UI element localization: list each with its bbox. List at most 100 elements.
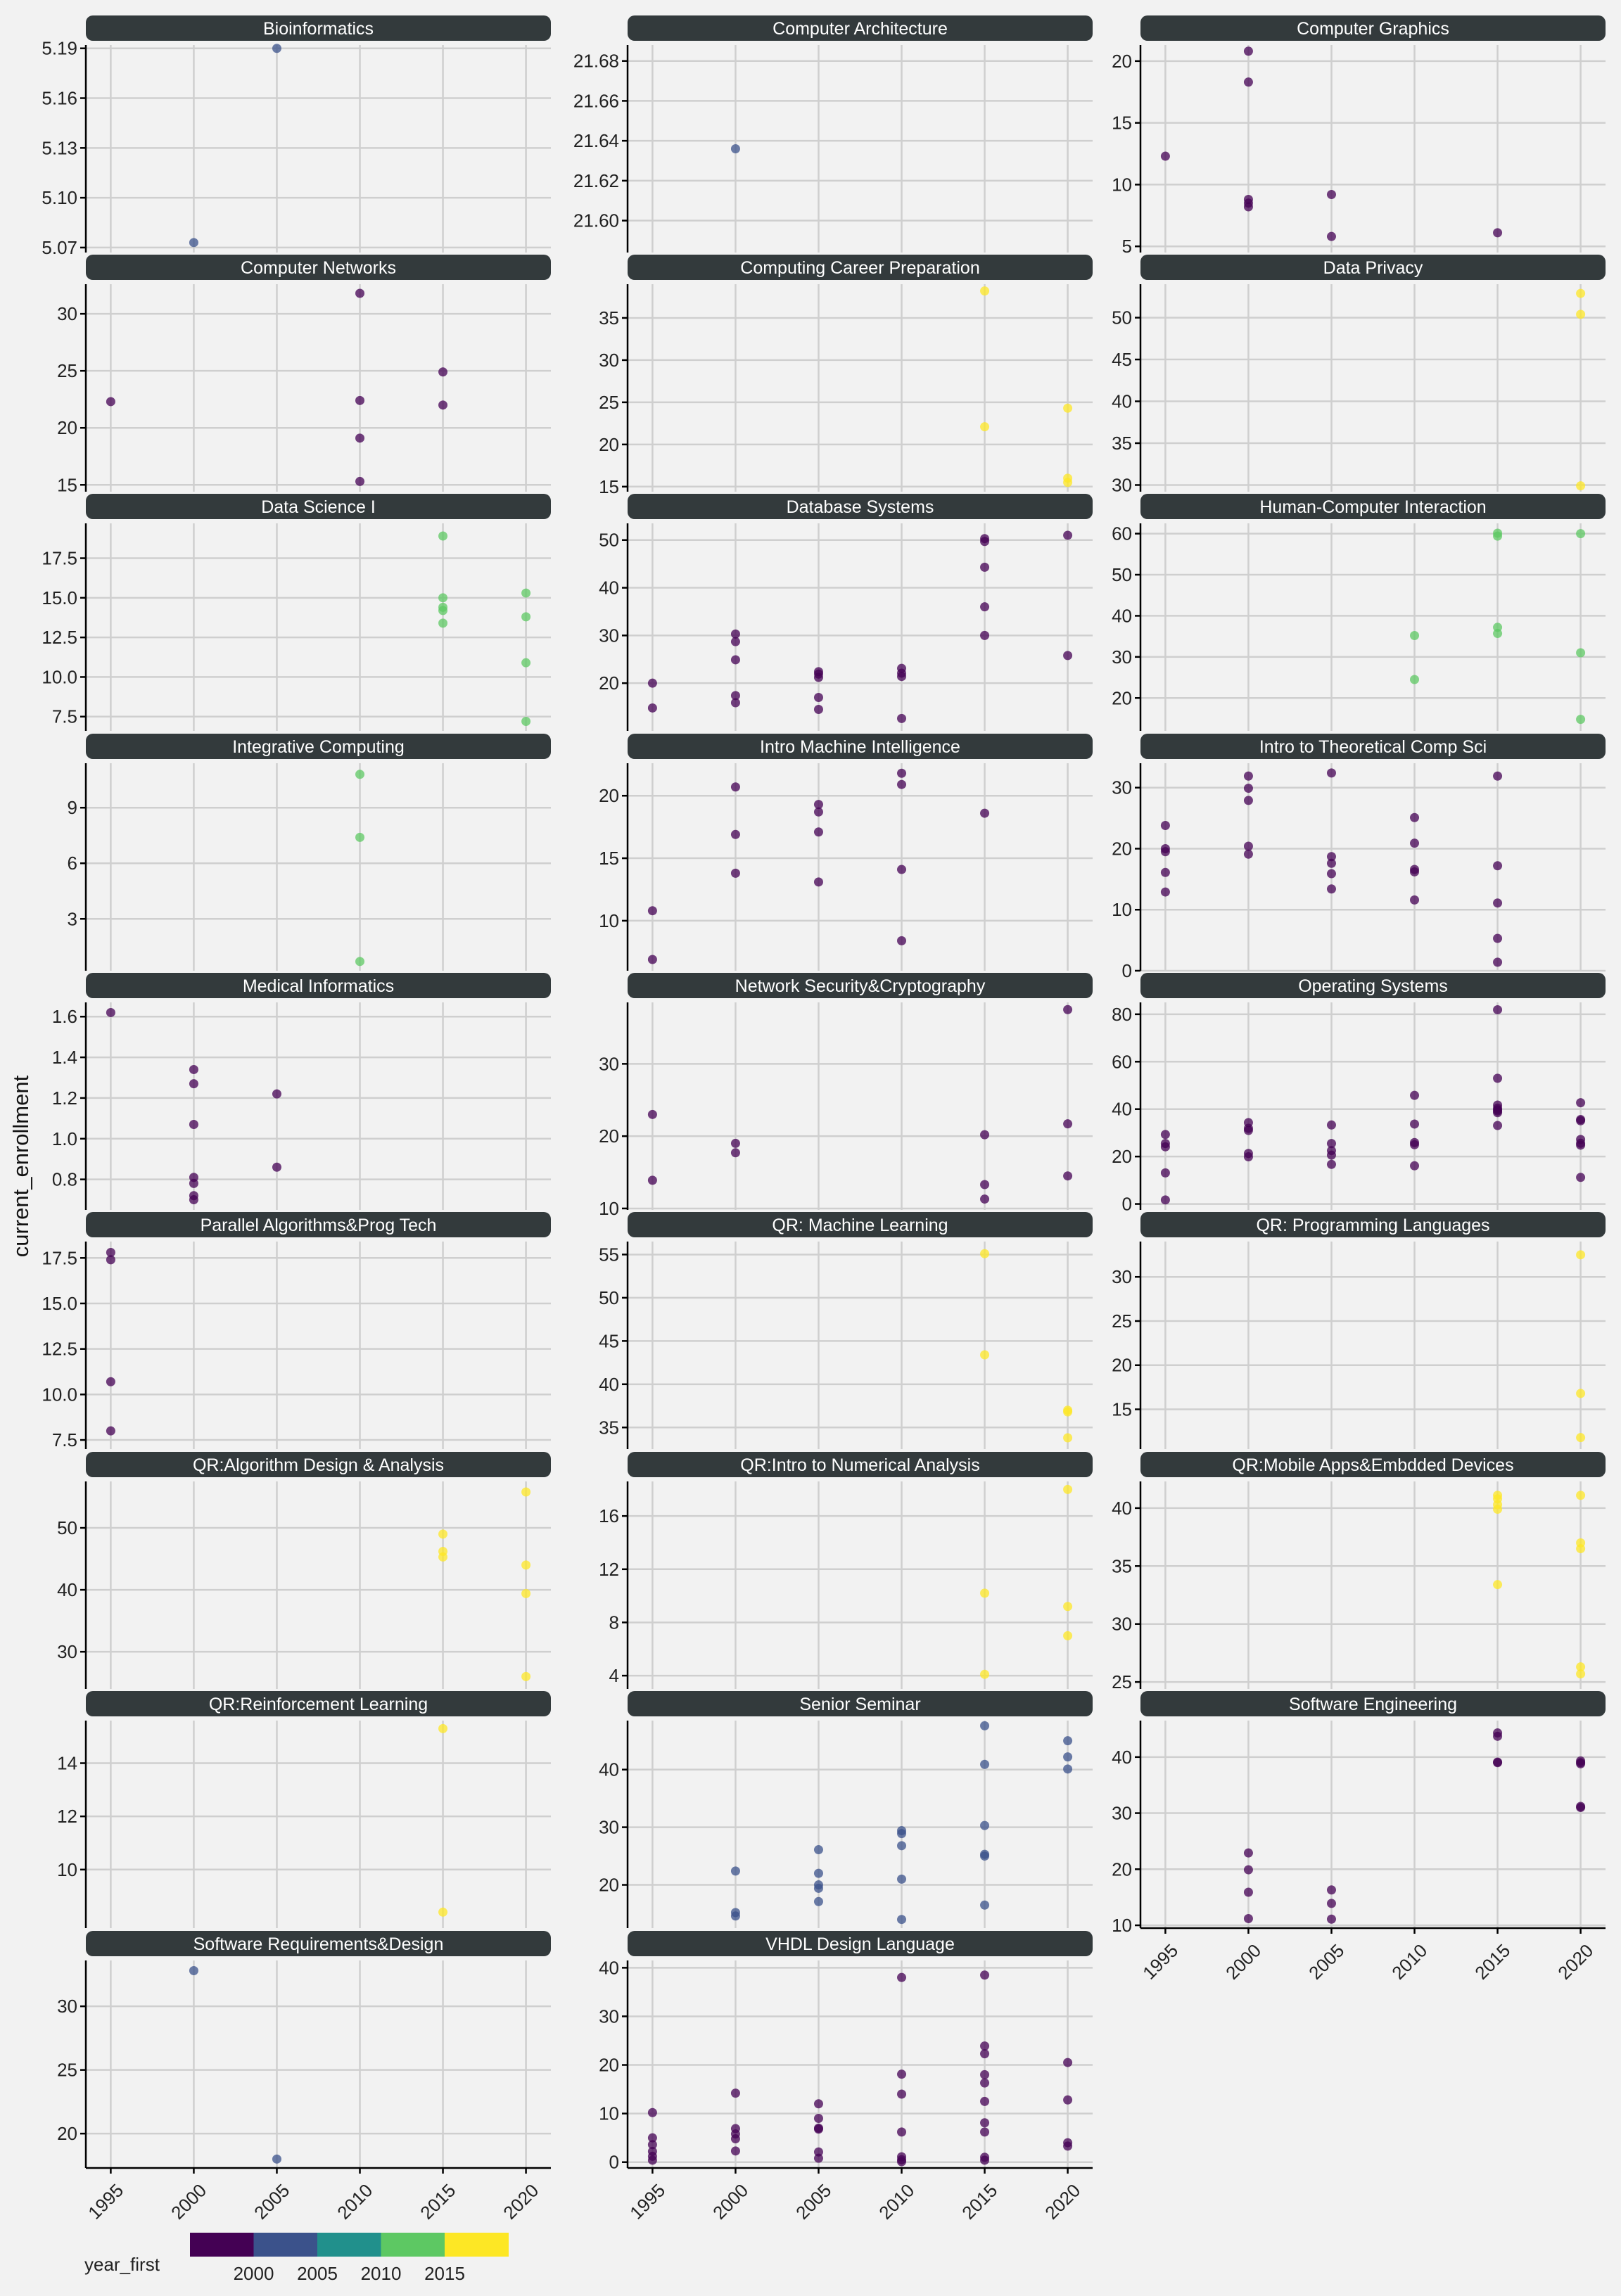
data-point (813, 800, 823, 810)
y-tick-label: 20 (599, 785, 619, 806)
facet-panel: QR: Machine Learning 35 40 45 50 55 (599, 1212, 1093, 1449)
data-point (438, 606, 448, 616)
y-tick-label: 20 (599, 1125, 619, 1147)
legend-break-label: 2005 (297, 2263, 338, 2284)
data-point (1493, 861, 1503, 871)
data-point (438, 1907, 448, 1917)
y-tick-label: 10 (599, 910, 619, 931)
data-point (730, 698, 740, 708)
facet-strip (86, 1691, 551, 1716)
data-point (1326, 1899, 1336, 1908)
data-point (1410, 838, 1420, 848)
facet-panel: Computer Architecture 21.60 21.62 21.64 21.6… (573, 15, 1093, 253)
data-point (813, 2099, 823, 2109)
facet-title: QR:Mobile Apps&Embdded Devices (1232, 1455, 1513, 1475)
data-point (1410, 1161, 1420, 1171)
y-tick-label: 40 (57, 1579, 77, 1600)
y-tick-label: 12.5 (42, 627, 77, 648)
data-point (355, 770, 365, 779)
data-point (1410, 1090, 1420, 1100)
data-point (1410, 630, 1420, 640)
data-point (980, 422, 990, 432)
y-tick-label: 40 (599, 1374, 619, 1395)
data-point (1160, 887, 1170, 897)
data-point (1160, 847, 1170, 857)
legend-color-segment (317, 2233, 381, 2257)
data-point (980, 2118, 990, 2128)
data-point (1576, 1116, 1586, 1125)
y-tick-label: 15 (1112, 1399, 1132, 1420)
data-point (1243, 77, 1253, 87)
data-point (647, 1175, 657, 1185)
data-point (1243, 1887, 1253, 1897)
facet-panel: Computer Networks 15 20 25 30 (57, 255, 551, 495)
y-tick-label: 21.62 (573, 170, 619, 191)
data-point (730, 2146, 740, 2156)
facet-strip (628, 973, 1093, 998)
data-point (106, 397, 115, 407)
facet-panel: QR: Programming Languages 15 20 25 30 (1112, 1212, 1606, 1449)
data-point (980, 1194, 990, 1204)
data-point (647, 703, 657, 713)
data-point (813, 2124, 823, 2134)
y-tick-label: 20 (599, 434, 619, 455)
facet-strip (628, 1691, 1093, 1716)
facet-title: Software Requirements&Design (193, 1934, 444, 1954)
y-tick-label: 12 (599, 1559, 619, 1580)
data-point (813, 1845, 823, 1855)
y-tick-label: 1.0 (52, 1128, 77, 1149)
facet-strip (1140, 15, 1606, 41)
data-point (1243, 1152, 1253, 1161)
facet-panel: Data Privacy 30 35 40 45 50 (1112, 255, 1606, 495)
data-point (1410, 812, 1420, 822)
data-point (980, 2078, 990, 2088)
facet-title: Computer Graphics (1297, 19, 1449, 39)
data-point (1326, 1120, 1336, 1130)
y-tick-label: 14 (57, 1753, 77, 1774)
legend-color-segment (445, 2233, 509, 2257)
data-point (1063, 2095, 1073, 2105)
data-point (189, 1120, 198, 1130)
facet-panel: Integrative Computing 3 6 9 (68, 734, 551, 971)
data-point (272, 1089, 281, 1099)
data-point (980, 1759, 990, 1769)
facet-panel: QR:Intro to Numerical Analysis 4 8 12 16 (599, 1452, 1093, 1689)
y-tick-label: 1.6 (52, 1006, 77, 1027)
y-tick-label: 5.10 (42, 187, 77, 208)
data-point (980, 630, 990, 640)
data-point (521, 1671, 531, 1681)
data-point (647, 678, 657, 688)
y-tick-label: 15 (599, 848, 619, 869)
data-point (897, 2069, 907, 2079)
y-tick-label: 21.68 (573, 51, 619, 72)
data-point (730, 691, 740, 701)
data-point (1063, 1171, 1073, 1181)
data-point (647, 2140, 657, 2150)
y-tick-label: 15 (1112, 113, 1132, 134)
y-tick-label: 45 (1112, 349, 1132, 370)
y-tick-label: 35 (599, 307, 619, 329)
y-tick-label: 50 (57, 1517, 77, 1538)
data-point (730, 655, 740, 665)
data-point (1243, 1125, 1253, 1135)
facet-title: Computer Architecture (773, 19, 948, 39)
data-point (1063, 403, 1073, 413)
y-tick-label: 10 (1112, 1915, 1132, 1936)
y-tick-label: 0 (1122, 1194, 1132, 1215)
facet-title: QR:Algorithm Design & Analysis (193, 1455, 444, 1475)
facets-layer: Bioinformatics 5.07 5.10 5.13 5.16 5.19 Comput… (42, 15, 1606, 2224)
data-point (1063, 530, 1073, 540)
facet-panel: Intro to Theoretical Comp Sci 0 10 20 30 (1112, 734, 1606, 981)
facet-panel: Parallel Algorithms&Prog Tech 7.5 10.0 12.5… (42, 1212, 551, 1450)
data-point (1493, 1580, 1503, 1590)
y-tick-label: 17.5 (42, 1247, 77, 1268)
data-point (1493, 933, 1503, 943)
data-point (647, 955, 657, 964)
data-point (813, 1896, 823, 1906)
y-tick-label: 50 (1112, 564, 1132, 585)
data-point (521, 658, 531, 668)
facet-strip (628, 494, 1093, 519)
data-point (189, 1064, 198, 1074)
